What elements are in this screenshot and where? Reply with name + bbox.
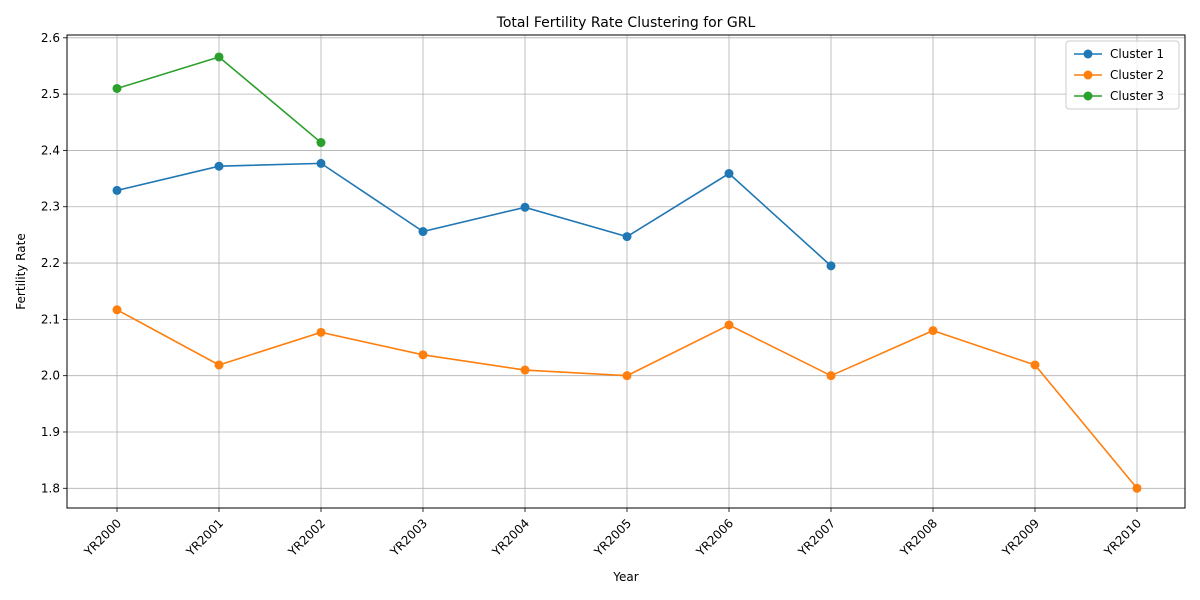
data-point bbox=[418, 350, 428, 360]
y-tick-label: 1.9 bbox=[41, 425, 60, 439]
y-tick-label: 2.1 bbox=[41, 312, 60, 326]
y-tick-label: 2.6 bbox=[41, 31, 60, 45]
data-point bbox=[316, 158, 326, 168]
legend: Cluster 1 Cluster 2 Cluster 3 bbox=[1065, 40, 1180, 110]
data-point bbox=[112, 185, 122, 195]
legend-swatch-marker bbox=[1083, 70, 1093, 80]
chart-title: Total Fertility Rate Clustering for GRL bbox=[496, 15, 756, 31]
data-point bbox=[316, 327, 326, 337]
y-tick-label: 2.5 bbox=[41, 87, 60, 101]
y-axis-label: Fertility Rate bbox=[14, 233, 28, 309]
data-point bbox=[520, 202, 530, 212]
legend-swatch-marker bbox=[1083, 91, 1093, 101]
x-axis-label: Year bbox=[612, 570, 638, 584]
data-point bbox=[622, 371, 632, 381]
data-point bbox=[214, 360, 224, 370]
data-point bbox=[418, 227, 428, 237]
data-point bbox=[1030, 360, 1040, 370]
y-axis-ticks: 1.8 1.9 2.0 2.1 2.2 2.3 2.4 2.5 2.6 bbox=[41, 31, 67, 495]
legend-label: Cluster 3 bbox=[1110, 89, 1164, 103]
plot-frame bbox=[66, 34, 1186, 509]
y-tick-label: 2.2 bbox=[41, 256, 60, 270]
legend-swatch-marker bbox=[1083, 49, 1093, 59]
legend-box bbox=[1065, 40, 1180, 110]
series-2 bbox=[112, 305, 1142, 493]
data-point bbox=[826, 371, 836, 381]
data-point bbox=[622, 232, 632, 242]
data-point bbox=[214, 161, 224, 171]
data-point bbox=[928, 326, 938, 336]
y-tick-label: 1.8 bbox=[41, 481, 60, 495]
data-point bbox=[316, 138, 326, 148]
y-tick-label: 2.3 bbox=[41, 200, 60, 214]
data-point bbox=[520, 365, 530, 375]
data-point bbox=[826, 261, 836, 271]
series-layer bbox=[112, 52, 1142, 493]
legend-label: Cluster 1 bbox=[1110, 47, 1164, 61]
data-point bbox=[112, 83, 122, 93]
legend-label: Cluster 2 bbox=[1110, 68, 1164, 82]
y-tick-label: 2.0 bbox=[41, 369, 60, 383]
series-line bbox=[116, 162, 832, 267]
y-tick-label: 2.4 bbox=[41, 143, 60, 157]
data-point bbox=[724, 320, 734, 330]
series-1 bbox=[112, 158, 836, 271]
series-3 bbox=[112, 52, 326, 148]
data-point bbox=[724, 169, 734, 179]
data-point bbox=[214, 52, 224, 62]
data-point bbox=[112, 305, 122, 315]
data-point bbox=[1132, 483, 1142, 493]
